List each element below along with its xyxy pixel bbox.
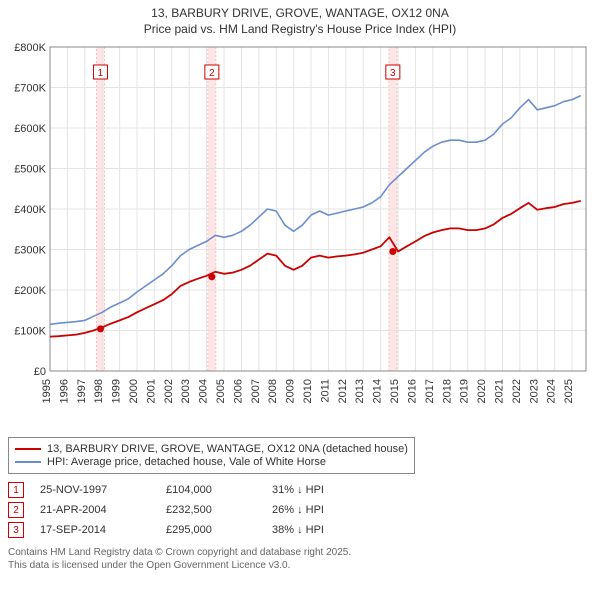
sale-row: 3 17-SEP-2014 £295,000 38% ↓ HPI xyxy=(8,522,592,538)
svg-text:1: 1 xyxy=(98,68,104,79)
svg-text:2012: 2012 xyxy=(337,379,349,403)
svg-text:1996: 1996 xyxy=(58,379,70,403)
svg-text:2021: 2021 xyxy=(493,379,505,403)
legend-label: HPI: Average price, detached house, Vale… xyxy=(47,456,326,468)
sale-badge: 3 xyxy=(8,522,24,538)
svg-text:2016: 2016 xyxy=(406,379,418,403)
svg-text:2007: 2007 xyxy=(250,379,262,403)
legend-item: HPI: Average price, detached house, Vale… xyxy=(15,456,408,468)
chart-title: 13, BARBURY DRIVE, GROVE, WANTAGE, OX12 … xyxy=(8,6,592,37)
svg-text:2023: 2023 xyxy=(528,379,540,403)
legend-item: 13, BARBURY DRIVE, GROVE, WANTAGE, OX12 … xyxy=(15,443,408,455)
svg-text:£200K: £200K xyxy=(14,285,46,297)
svg-text:£0: £0 xyxy=(34,366,46,378)
svg-text:2003: 2003 xyxy=(180,379,192,403)
svg-text:2: 2 xyxy=(209,68,215,79)
svg-text:£500K: £500K xyxy=(14,164,46,176)
svg-text:£800K: £800K xyxy=(14,42,46,54)
legend-label: 13, BARBURY DRIVE, GROVE, WANTAGE, OX12 … xyxy=(47,443,408,455)
svg-text:2001: 2001 xyxy=(145,379,157,403)
svg-text:£700K: £700K xyxy=(14,83,46,95)
sale-row: 2 21-APR-2004 £232,500 26% ↓ HPI xyxy=(8,502,592,518)
svg-text:2011: 2011 xyxy=(319,379,331,403)
sale-date: 21-APR-2004 xyxy=(40,504,150,516)
chart: 1 2 3 £0 £100K £200K £300K £400K £500K £600K £700K… xyxy=(8,41,592,431)
sale-date: 17-SEP-2014 xyxy=(40,524,150,536)
title-line-1: 13, BARBURY DRIVE, GROVE, WANTAGE, OX12 … xyxy=(8,6,592,22)
svg-text:2015: 2015 xyxy=(389,379,401,403)
svg-text:2017: 2017 xyxy=(424,379,436,403)
chart-svg: 1 2 3 £0 £100K £200K £300K £400K £500K £600K £700K… xyxy=(8,41,592,431)
sale-badge: 1 xyxy=(8,482,24,498)
svg-text:1999: 1999 xyxy=(111,379,123,403)
svg-text:2006: 2006 xyxy=(232,379,244,403)
svg-text:2020: 2020 xyxy=(476,379,488,403)
svg-text:1998: 1998 xyxy=(93,379,105,403)
svg-text:2002: 2002 xyxy=(163,379,175,403)
svg-text:2010: 2010 xyxy=(302,379,314,403)
svg-text:2025: 2025 xyxy=(563,379,575,403)
sale-delta: 38% ↓ HPI xyxy=(272,524,324,536)
credit-line-1: Contains HM Land Registry data © Crown c… xyxy=(8,546,592,559)
svg-text:3: 3 xyxy=(390,68,396,79)
legend: 13, BARBURY DRIVE, GROVE, WANTAGE, OX12 … xyxy=(8,437,415,474)
sale-price: £295,000 xyxy=(166,524,256,536)
sale-row: 1 25-NOV-1997 £104,000 31% ↓ HPI xyxy=(8,482,592,498)
svg-text:2000: 2000 xyxy=(128,379,140,403)
svg-text:1997: 1997 xyxy=(76,379,88,403)
sale-delta: 26% ↓ HPI xyxy=(272,504,324,516)
svg-text:2009: 2009 xyxy=(285,379,297,403)
svg-text:2019: 2019 xyxy=(459,379,471,403)
sales-table: 1 25-NOV-1997 £104,000 31% ↓ HPI 2 21-AP… xyxy=(8,482,592,538)
svg-text:£300K: £300K xyxy=(14,245,46,257)
credit: Contains HM Land Registry data © Crown c… xyxy=(8,546,592,572)
svg-text:2014: 2014 xyxy=(372,379,384,403)
svg-text:2013: 2013 xyxy=(354,379,366,403)
svg-text:2024: 2024 xyxy=(546,379,558,403)
sale-price: £104,000 xyxy=(166,484,256,496)
legend-swatch xyxy=(15,461,41,463)
legend-swatch xyxy=(15,448,41,450)
svg-text:2008: 2008 xyxy=(267,379,279,403)
svg-text:1995: 1995 xyxy=(41,379,53,403)
svg-text:£600K: £600K xyxy=(14,123,46,135)
svg-text:2005: 2005 xyxy=(215,379,227,403)
sale-date: 25-NOV-1997 xyxy=(40,484,150,496)
svg-text:£100K: £100K xyxy=(14,326,46,338)
svg-text:2018: 2018 xyxy=(441,379,453,403)
sale-delta: 31% ↓ HPI xyxy=(272,484,324,496)
sale-badge: 2 xyxy=(8,502,24,518)
title-line-2: Price paid vs. HM Land Registry's House … xyxy=(8,22,592,38)
sale-price: £232,500 xyxy=(166,504,256,516)
svg-text:£400K: £400K xyxy=(14,204,46,216)
credit-line-2: This data is licensed under the Open Gov… xyxy=(8,559,592,572)
svg-text:2022: 2022 xyxy=(511,379,523,403)
svg-text:2004: 2004 xyxy=(198,379,210,403)
